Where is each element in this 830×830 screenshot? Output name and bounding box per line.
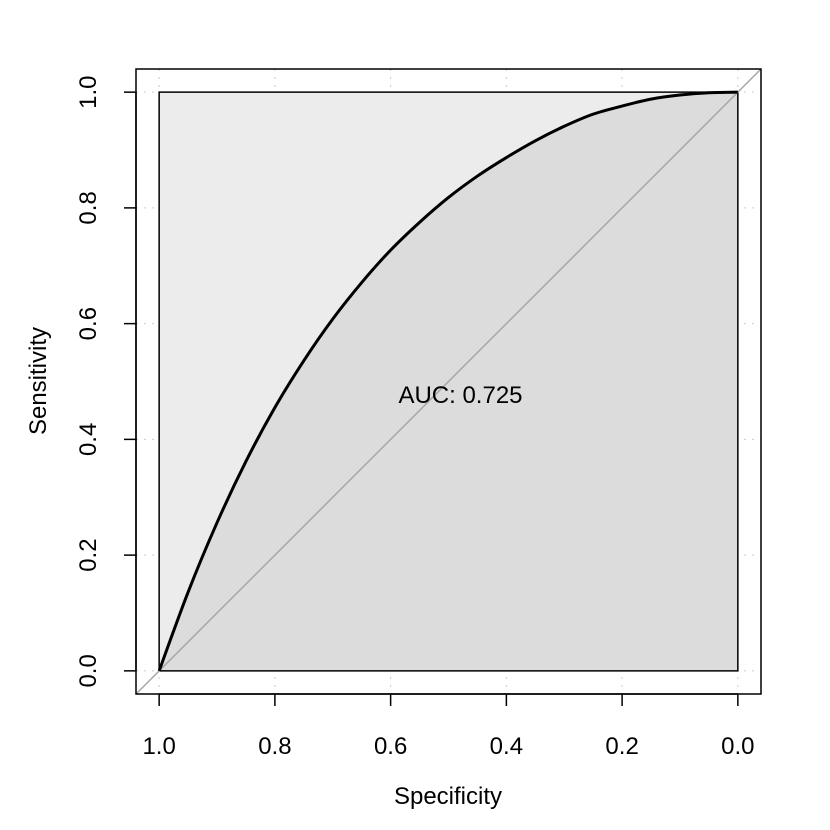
y-axis: 0.0 0.2 0.4 0.6 0.8 1.0 [75, 75, 137, 688]
x-tick-label: 0.4 [490, 733, 523, 760]
y-axis-title: Sensitivity [25, 327, 52, 435]
y-tick-label: 1.0 [75, 75, 102, 108]
y-tick-label: 0.6 [75, 307, 102, 340]
x-tick-label: 1.0 [142, 733, 175, 760]
x-axis: 1.0 0.8 0.6 0.4 0.2 0.0 [142, 693, 755, 760]
x-tick-label: 0.2 [605, 733, 638, 760]
y-tick-label: 0.4 [75, 423, 102, 456]
x-tick-label: 0.6 [374, 733, 407, 760]
x-tick-label: 0.8 [258, 733, 291, 760]
roc-curve [157, 90, 738, 672]
x-tick-label: 0.0 [721, 733, 754, 760]
x-axis-title: Specificity [394, 783, 502, 810]
y-tick-label: 0.8 [75, 191, 102, 224]
y-tick-label: 0.0 [75, 654, 102, 687]
reference-line [136, 69, 761, 694]
auc-label: AUC: 0.725 [398, 382, 522, 409]
y-tick-label: 0.2 [75, 538, 102, 571]
